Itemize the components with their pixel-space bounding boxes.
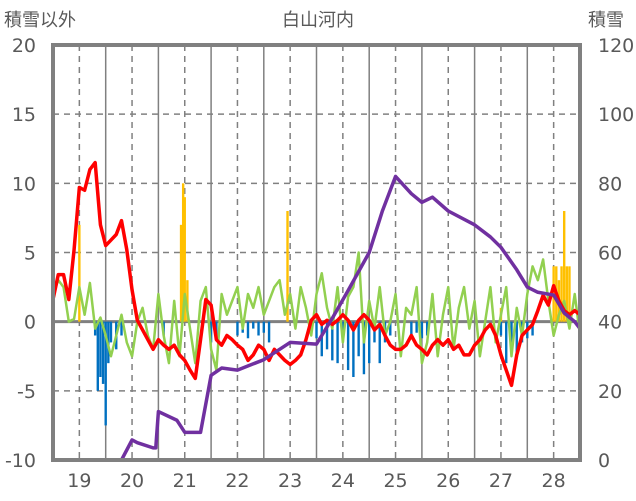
- blue-bar: [104, 321, 107, 426]
- right-tick-label: 100: [598, 104, 634, 126]
- x-tick-label: 28: [542, 470, 566, 492]
- blue-bar: [246, 321, 250, 339]
- blue-bar: [357, 321, 360, 357]
- x-tick-label: 23: [278, 470, 302, 492]
- blue-bar: [346, 321, 350, 371]
- plot-frame: [51, 43, 582, 462]
- blue-bar: [252, 321, 255, 329]
- orange-bar: [186, 280, 189, 322]
- blue-bar: [331, 321, 334, 361]
- blue-bar: [378, 321, 381, 364]
- right-tick-label: 40: [598, 312, 622, 334]
- blue-bar: [389, 321, 392, 336]
- left-tick-label: 5: [24, 243, 36, 265]
- blue-bar: [499, 321, 503, 336]
- blue-bar: [320, 321, 323, 357]
- blue-bar: [325, 321, 329, 350]
- purple-series-line: [53, 174, 582, 462]
- orange-bar: [286, 211, 289, 322]
- gridlines: [53, 45, 581, 460]
- blue-bar: [510, 321, 513, 350]
- blue-bar: [425, 321, 429, 336]
- lines: [51, 160, 582, 462]
- x-tick-label: 25: [383, 470, 407, 492]
- blue-bar: [336, 321, 339, 364]
- tick-labels: 20 120 15 100 10 80 5 60 0 40 -5 20 -10 0 19 20 21 22 23 24…: [5, 35, 634, 492]
- left-tick-label: 15: [12, 104, 36, 126]
- left-tick-label: -10: [5, 450, 36, 472]
- x-tick-label: 24: [331, 470, 355, 492]
- orange-bar: [568, 266, 571, 322]
- x-tick-label: 22: [225, 470, 249, 492]
- blue-bar: [352, 321, 355, 377]
- right-tick-label: 80: [598, 173, 622, 195]
- blue-bar: [236, 321, 239, 336]
- red-series-line: [51, 160, 582, 388]
- left-axis-label: 積雪以外: [4, 10, 76, 31]
- left-tick-label: 10: [12, 173, 36, 195]
- blue-bar: [362, 321, 366, 375]
- right-tick-label: 0: [598, 450, 610, 472]
- x-tick-label: 26: [436, 470, 460, 492]
- x-tick-label: 20: [120, 470, 144, 492]
- blue-bar: [99, 321, 102, 377]
- right-axis-label: 積雪: [588, 10, 624, 31]
- blue-bar: [420, 321, 424, 339]
- blue-bar: [101, 321, 105, 384]
- chart-title: 白山河内: [282, 10, 354, 31]
- blue-bar: [410, 321, 413, 336]
- blue-bar: [209, 321, 213, 343]
- bars: [78, 183, 571, 426]
- blue-bar: [415, 321, 418, 333]
- x-tick-label: 21: [173, 470, 197, 492]
- blue-bar: [505, 321, 508, 364]
- orange-bar: [179, 224, 183, 322]
- orange-bar: [183, 197, 186, 322]
- right-tick-label: 60: [598, 243, 622, 265]
- x-tick-label: 27: [489, 470, 513, 492]
- blue-bar: [515, 321, 518, 357]
- blue-bar: [120, 321, 123, 336]
- blue-bar: [315, 321, 318, 339]
- blue-bar: [262, 321, 265, 333]
- right-tick-label: 120: [598, 35, 634, 57]
- orange-bar: [560, 266, 563, 322]
- blue-bar: [96, 321, 99, 391]
- orange-bar: [565, 266, 569, 322]
- blue-bar: [109, 321, 113, 343]
- left-tick-label: 20: [12, 35, 36, 57]
- blue-bar: [368, 321, 371, 364]
- blue-bar: [257, 321, 260, 336]
- left-tick-label: -5: [17, 381, 36, 403]
- left-tick-label: 0: [24, 312, 36, 334]
- blue-bar: [267, 321, 271, 343]
- orange-bar: [562, 211, 566, 322]
- blue-bar: [373, 321, 376, 343]
- orange-bar: [78, 224, 81, 322]
- blue-bar: [531, 321, 534, 336]
- x-tick-label: 19: [67, 470, 91, 492]
- orange-bar: [181, 183, 185, 322]
- right-tick-label: 20: [598, 381, 622, 403]
